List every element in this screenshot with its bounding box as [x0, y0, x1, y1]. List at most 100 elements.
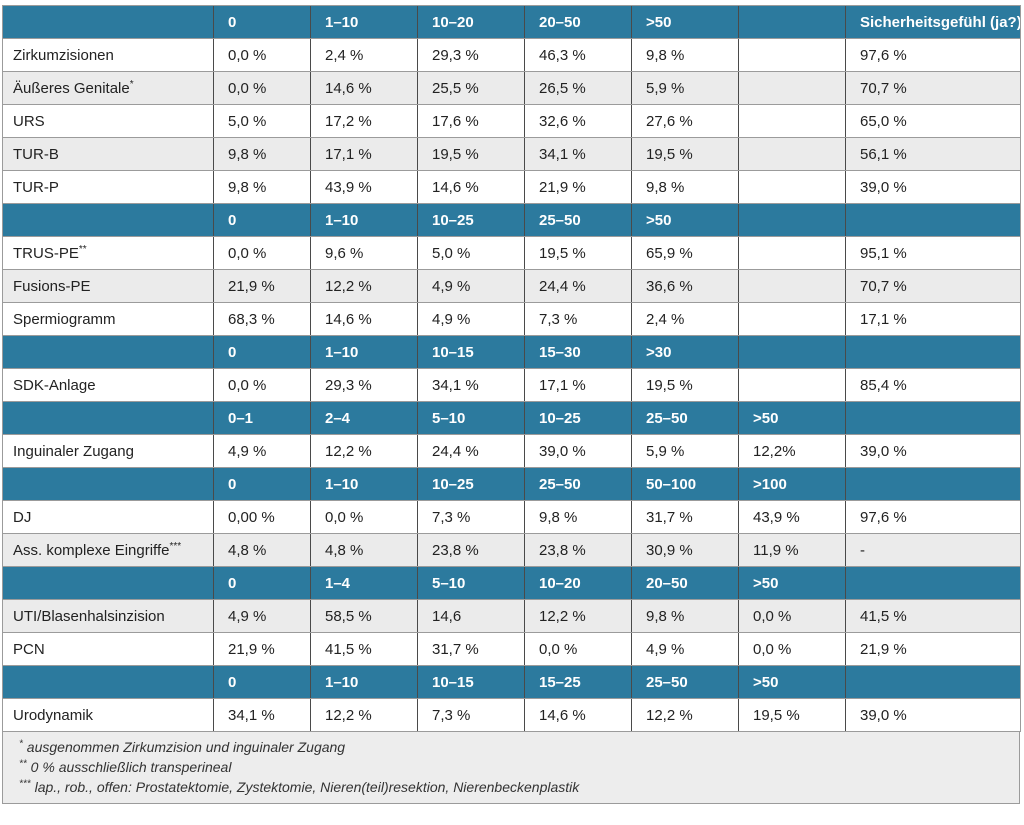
value-cell: 9,8 % [631, 599, 739, 633]
section-header-row-3: 0 1–10 10–15 15–30 >30 [2, 335, 1021, 369]
footnote-marker: ** [19, 758, 27, 770]
range-header-cell: 1–10 [310, 5, 418, 39]
sicherheitsgefuehl-value-cell: 97,6 % [845, 38, 1021, 72]
value-cell [738, 302, 846, 336]
table-row: TUR-P 9,8 % 43,9 % 14,6 % 21,9 % 9,8 % 39,0 % [2, 170, 1021, 204]
range-header-cell: 25–50 [631, 665, 739, 699]
table-row: Spermiogramm 68,3 % 14,6 % 4,9 % 7,3 % 2,4 % 1… [2, 302, 1021, 336]
procedure-label-cell: URS [2, 104, 214, 138]
range-header-cell: 10–20 [524, 566, 632, 600]
range-header-cell: 0 [213, 203, 311, 237]
range-header-cell: 0 [213, 5, 311, 39]
value-cell: 0,0 % [213, 368, 311, 402]
value-cell: 30,9 % [631, 533, 739, 567]
value-cell: 4,9 % [417, 269, 525, 303]
value-cell: 21,9 % [524, 170, 632, 204]
range-header-cell: 10–25 [417, 467, 525, 501]
table-row: UTI/Blasenhalsinzision 4,9 % 58,5 % 14,6 12,… [2, 599, 1021, 633]
section-header-label-cell [2, 401, 214, 435]
value-cell: 31,7 % [631, 500, 739, 534]
table-row: TUR-B 9,8 % 17,1 % 19,5 % 34,1 % 19,5 % 56,1 % [2, 137, 1021, 171]
sicherheitsgefuehl-value-cell: 70,7 % [845, 269, 1021, 303]
value-cell: 43,9 % [738, 500, 846, 534]
value-cell: 9,8 % [631, 38, 739, 72]
range-header-cell: 10–15 [417, 665, 525, 699]
section-header-row-6: 0 1–4 5–10 10–20 20–50 >50 [2, 566, 1021, 600]
table-row: Urodynamik 34,1 % 12,2 % 7,3 % 14,6 % 12,2 % 1… [2, 698, 1021, 732]
range-header-cell: 25–50 [524, 203, 632, 237]
value-cell: 27,6 % [631, 104, 739, 138]
value-cell: 4,9 % [213, 434, 311, 468]
value-cell [738, 71, 846, 105]
table-row: URS 5,0 % 17,2 % 17,6 % 32,6 % 27,6 % 65,0 % [2, 104, 1021, 138]
sicherheitsgefuehl-value-cell: 39,0 % [845, 434, 1021, 468]
sicherheitsgefuehl-header-cell [845, 203, 1021, 237]
range-header-cell: 0 [213, 335, 311, 369]
range-header-cell: 10–25 [417, 203, 525, 237]
section-header-row-5: 0 1–10 10–25 25–50 50–100 >100 [2, 467, 1021, 501]
value-cell: 31,7 % [417, 632, 525, 666]
value-cell: 9,8 % [631, 170, 739, 204]
value-cell: 9,6 % [310, 236, 418, 270]
value-cell: 21,9 % [213, 269, 311, 303]
table-body: 0 1–10 10–20 20–50 >50 Sicherheitsgefühl (ja?… [2, 5, 1021, 732]
value-cell [738, 236, 846, 270]
value-cell: 4,8 % [310, 533, 418, 567]
value-cell: 17,2 % [310, 104, 418, 138]
value-cell: 26,5 % [524, 71, 632, 105]
sicherheitsgefuehl-header-cell [845, 665, 1021, 699]
value-cell: 12,2 % [631, 698, 739, 732]
table-row: Äußeres Genitale* 0,0 % 14,6 % 25,5 % 26,5 %… [2, 71, 1021, 105]
section-header-label-cell [2, 566, 214, 600]
section-header-label-cell [2, 5, 214, 39]
section-header-row-7: 0 1–10 10–15 15–25 25–50 >50 [2, 665, 1021, 699]
value-cell: 7,3 % [524, 302, 632, 336]
value-cell: 39,0 % [524, 434, 632, 468]
procedure-frequency-table: 0 1–10 10–20 20–50 >50 Sicherheitsgefühl (ja?… [2, 5, 1021, 732]
range-header-cell: 5–10 [417, 566, 525, 600]
range-header-cell: 0 [213, 566, 311, 600]
footnote-marker: * [19, 738, 23, 750]
range-header-cell: 0 [213, 467, 311, 501]
value-cell: 23,8 % [417, 533, 525, 567]
section-header-row-2: 0 1–10 10–25 25–50 >50 [2, 203, 1021, 237]
value-cell: 68,3 % [213, 302, 311, 336]
range-header-cell: 15–30 [524, 335, 632, 369]
value-cell: 34,1 % [524, 137, 632, 171]
value-cell: 9,8 % [213, 170, 311, 204]
value-cell [738, 269, 846, 303]
procedure-label-cell: SDK-Anlage [2, 368, 214, 402]
value-cell: 0,0 % [738, 632, 846, 666]
value-cell: 14,6 % [310, 71, 418, 105]
footnote-marker: *** [19, 778, 31, 790]
value-cell: 12,2 % [310, 698, 418, 732]
value-cell: 2,4 % [631, 302, 739, 336]
procedure-label-cell: TRUS-PE** [2, 236, 214, 270]
sicherheitsgefuehl-value-cell: 39,0 % [845, 698, 1021, 732]
sicherheitsgefuehl-header-cell [845, 467, 1021, 501]
sicherheitsgefuehl-value-cell: 70,7 % [845, 71, 1021, 105]
range-header-cell [738, 5, 846, 39]
value-cell: 14,6 [417, 599, 525, 633]
value-cell: 46,3 % [524, 38, 632, 72]
section-header-label-cell [2, 467, 214, 501]
table-row: TRUS-PE** 0,0 % 9,6 % 5,0 % 19,5 % 65,9 % 95,1… [2, 236, 1021, 270]
sicherheitsgefuehl-value-cell: 41,5 % [845, 599, 1021, 633]
range-header-cell: 20–50 [524, 5, 632, 39]
sicherheitsgefuehl-value-cell: 56,1 % [845, 137, 1021, 171]
value-cell: 0,0 % [213, 236, 311, 270]
sicherheitsgefuehl-header-cell [845, 566, 1021, 600]
value-cell: 25,5 % [417, 71, 525, 105]
value-cell: 23,8 % [524, 533, 632, 567]
procedure-label-cell: TUR-P [2, 170, 214, 204]
range-header-cell [738, 335, 846, 369]
value-cell: 0,00 % [213, 500, 311, 534]
value-cell: 14,6 % [524, 698, 632, 732]
range-header-cell: >30 [631, 335, 739, 369]
value-cell: 9,8 % [213, 137, 311, 171]
value-cell: 24,4 % [524, 269, 632, 303]
procedure-label-cell: Urodynamik [2, 698, 214, 732]
value-cell [738, 104, 846, 138]
range-header-cell: 10–25 [524, 401, 632, 435]
procedure-label-cell: TUR-B [2, 137, 214, 171]
